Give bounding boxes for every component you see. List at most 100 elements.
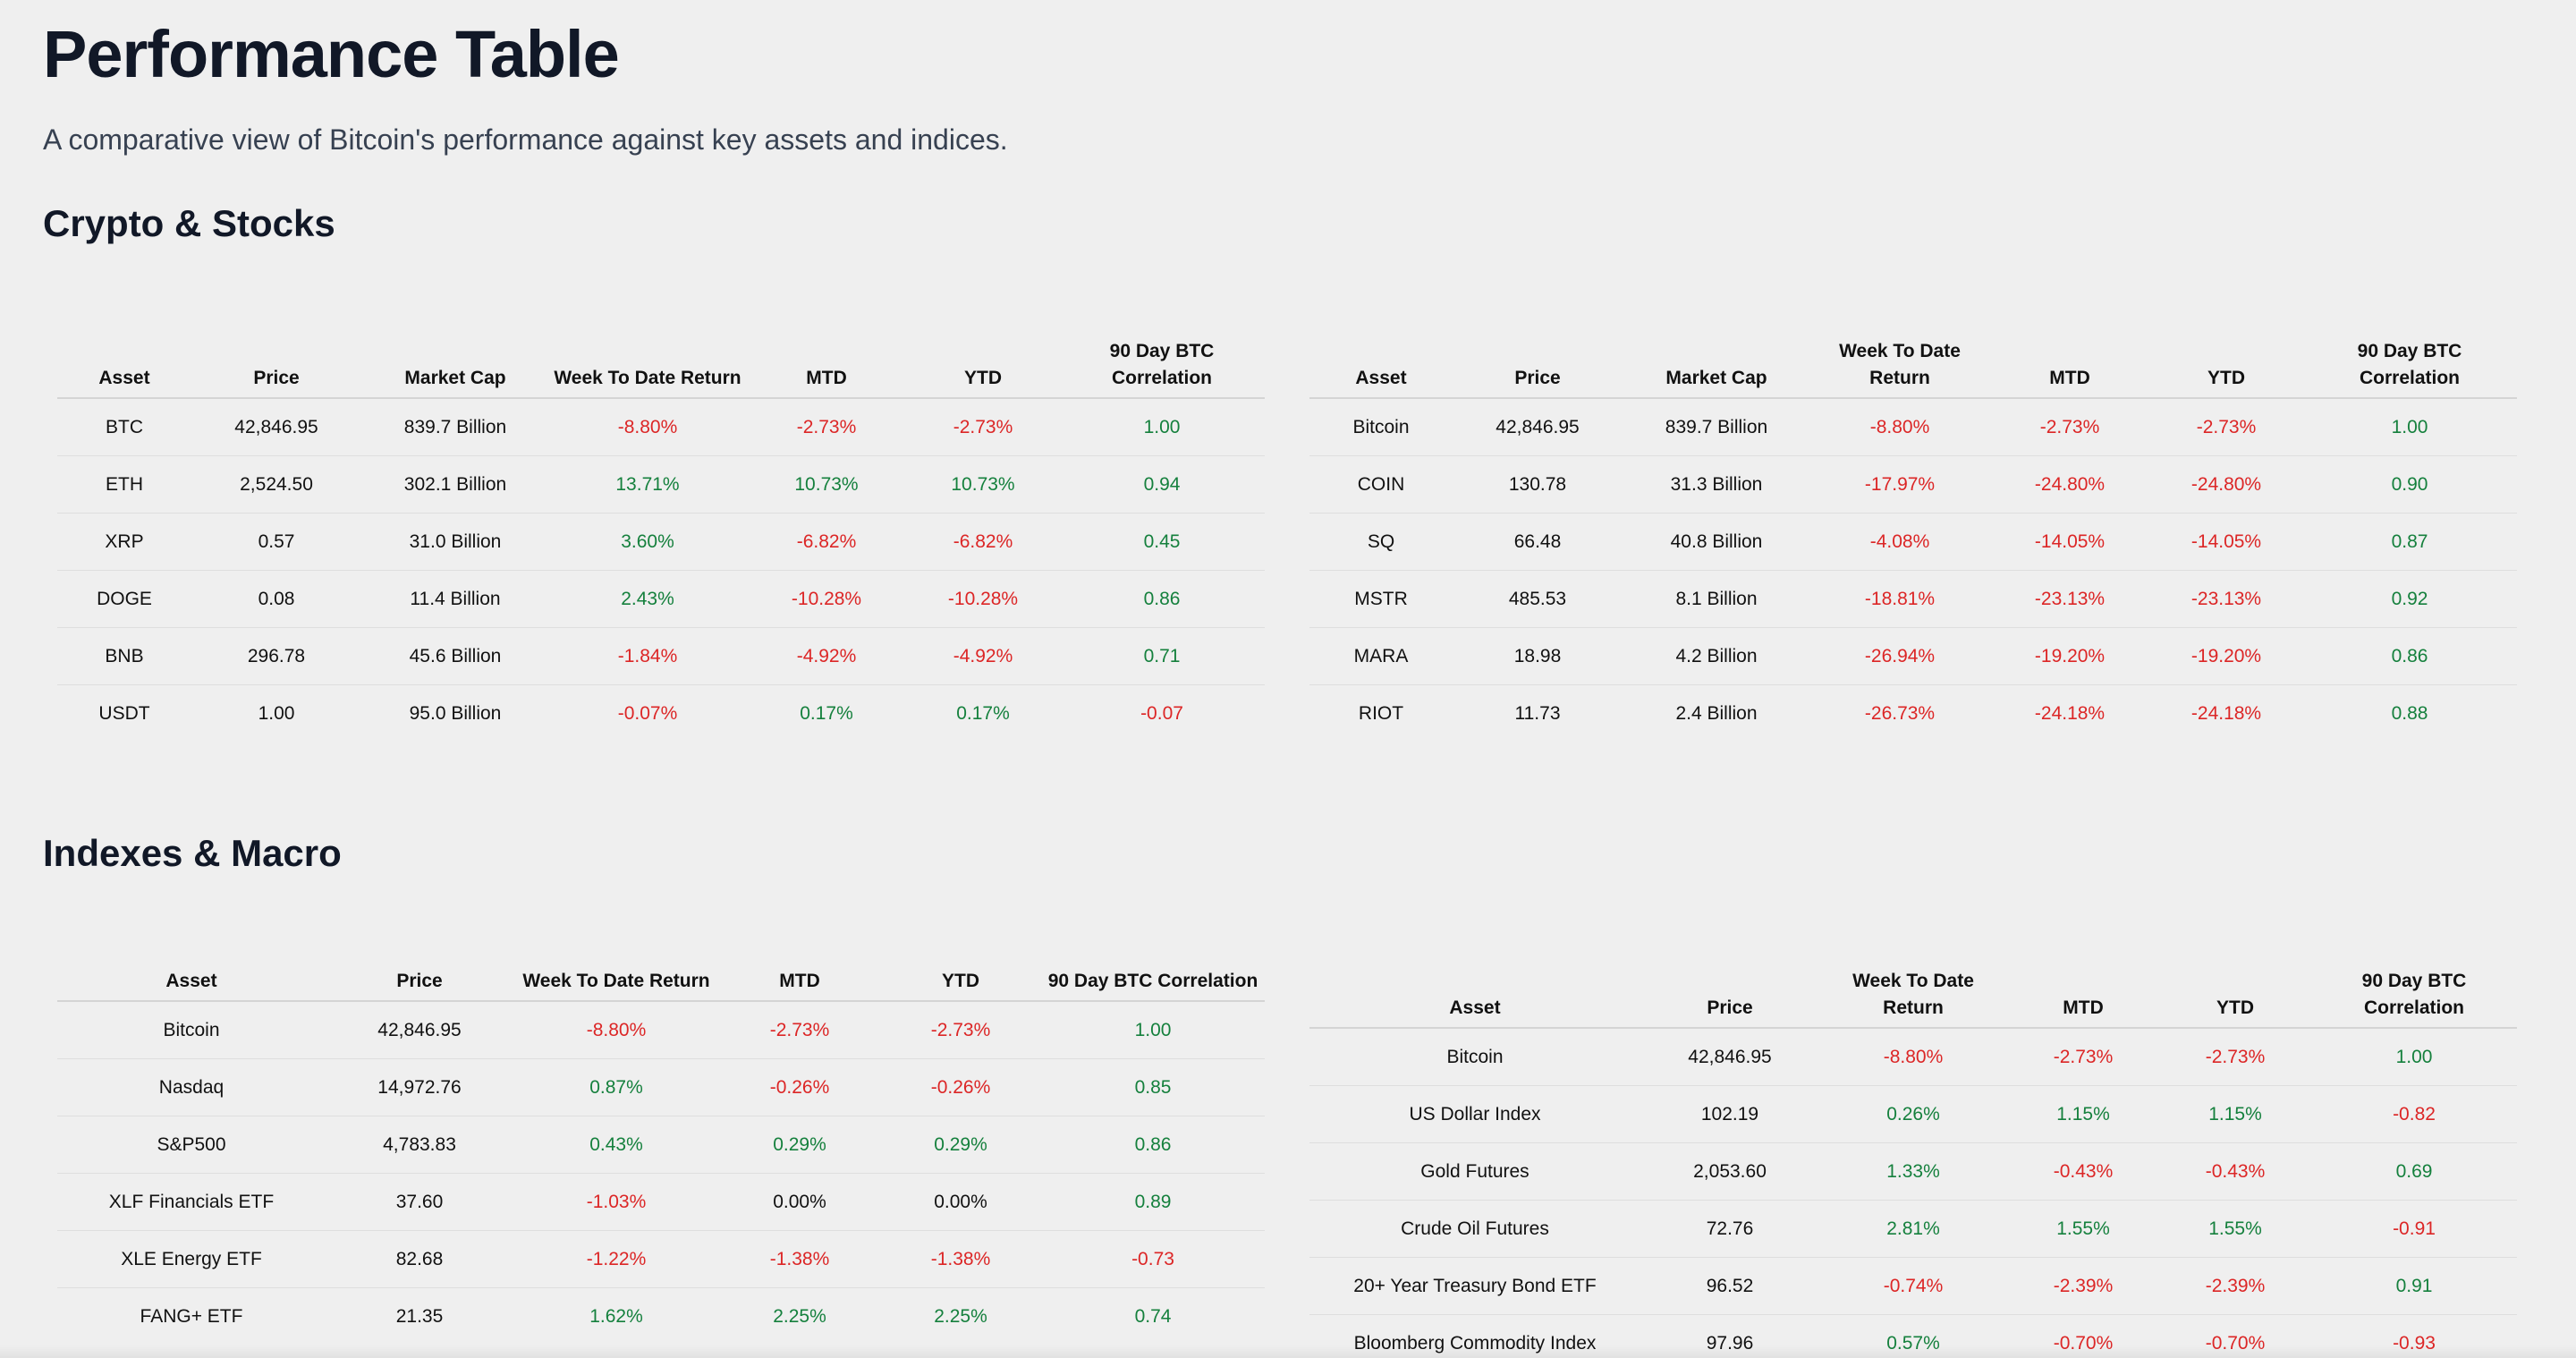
cell-90-day-btc-correlation: 0.89 <box>1041 1173 1265 1231</box>
cell-price: 42,846.95 <box>326 1001 513 1059</box>
cell-mtd: -0.70% <box>2053 1332 2114 1354</box>
cell-week-to-date-return: 3.60% <box>549 513 746 571</box>
page-title: Performance Table <box>43 17 620 91</box>
cell-90-day-btc-correlation: 0.86 <box>1059 570 1265 628</box>
cell-price: 42,846.95 <box>191 398 361 456</box>
cell-week-to-date-return: -8.80% <box>1819 1028 2007 1086</box>
cell-ytd: -2.39% <box>2159 1257 2311 1315</box>
column-header-mtd: MTD <box>746 338 907 399</box>
cell-asset: Nasdaq <box>57 1058 326 1116</box>
cell-ytd: -10.28% <box>907 570 1059 628</box>
cell-90-day-btc-correlation: -0.82 <box>2311 1085 2517 1143</box>
column-header-ytd: YTD <box>2159 968 2311 1029</box>
cell-market-cap: 839.7 Billion <box>361 398 549 456</box>
table-header-row: Asset Price Week To Date Return MTD YTD 90 Da… <box>57 968 1265 1002</box>
column-header-week-to-date-return: Week To Date Return <box>1810 338 1989 399</box>
cell-ytd: -4.92% <box>907 627 1059 685</box>
cell-price: 97.96 <box>1706 1332 1754 1354</box>
table-header-row: Asset Price Week To Date Return MTD YTD 90 Da… <box>1309 968 2517 1029</box>
column-header-asset: Asset <box>1309 338 1453 399</box>
cell-mtd: -2.73% <box>2007 1028 2159 1086</box>
table-row: Bloomberg Commodity Index 97.96 0.57% -0.70… <box>1309 1315 2517 1358</box>
cell-week-to-date-return: -17.97% <box>1810 455 1989 513</box>
column-header-ytd: YTD <box>907 338 1059 399</box>
column-header-week-to-date-return: Week To Date Return <box>1819 968 2007 1029</box>
cell-price: 96.52 <box>1640 1257 1819 1315</box>
cell-ytd: -2.73% <box>907 398 1059 456</box>
column-header-ytd: YTD <box>880 968 1041 1002</box>
table-row: FANG+ ETF 21.35 1.62% 2.25% 2.25% 0.74 <box>57 1288 1265 1345</box>
table-row: ETH 2,524.50 302.1 Billion 13.71% 10.73% 10.7… <box>57 455 1265 513</box>
cell-90-day-btc-correlation: 1.00 <box>2302 398 2517 456</box>
column-header-price: Price <box>1640 968 1819 1029</box>
table-row: SQ 66.48 40.8 Billion -4.08% -14.05% -14.05% 0… <box>1309 513 2517 571</box>
cell-week-to-date-return: -26.73% <box>1864 702 1936 724</box>
cell-90-day-btc-correlation: 0.74 <box>1134 1305 1172 1327</box>
cell-90-day-btc-correlation: 0.45 <box>1059 513 1265 571</box>
cell-asset: US Dollar Index <box>1309 1085 1640 1143</box>
cell-mtd: -2.39% <box>2007 1257 2159 1315</box>
table-row: MARA 18.98 4.2 Billion -26.94% -19.20% -19.20… <box>1309 627 2517 685</box>
cell-90-day-btc-correlation: 0.90 <box>2302 455 2517 513</box>
column-header-price: Price <box>326 968 513 1002</box>
cell-price: 2,053.60 <box>1640 1142 1819 1201</box>
cell-90-day-btc-correlation: -0.73 <box>1041 1230 1265 1288</box>
performance-table: Asset Price Market Cap Week To Date Return M… <box>1309 338 2517 742</box>
column-header-price: Price <box>1453 338 1623 399</box>
table-row: S&P500 4,783.83 0.43% 0.29% 0.29% 0.86 <box>57 1116 1265 1174</box>
cell-ytd: -24.80% <box>2150 455 2302 513</box>
cell-90-day-btc-correlation: 0.86 <box>1041 1116 1265 1174</box>
table-row: XLF Financials ETF 37.60 -1.03% 0.00% 0.00% 0… <box>57 1173 1265 1231</box>
table-row: COIN 130.78 31.3 Billion -17.97% -24.80% -24.… <box>1309 455 2517 513</box>
cell-price: 296.78 <box>191 627 361 685</box>
table-row: XRP 0.57 31.0 Billion 3.60% -6.82% -6.82% 0.45 <box>57 513 1265 571</box>
cell-week-to-date-return: 2.43% <box>549 570 746 628</box>
cell-mtd: -23.13% <box>1989 570 2150 628</box>
cell-90-day-btc-correlation: 0.86 <box>2302 627 2517 685</box>
table-row: US Dollar Index 102.19 0.26% 1.15% 1.15% -0.8… <box>1309 1085 2517 1143</box>
cell-week-to-date-return: -0.07% <box>617 702 678 724</box>
cell-asset: Bitcoin <box>1309 1028 1640 1086</box>
table-row: Bitcoin 42,846.95 -8.80% -2.73% -2.73% 1.00 <box>1309 1028 2517 1086</box>
cell-mtd: -0.26% <box>719 1058 880 1116</box>
cell-price: 11.73 <box>1514 702 1561 724</box>
cell-90-day-btc-correlation: -0.93 <box>2393 1332 2436 1354</box>
cell-asset: XRP <box>57 513 191 571</box>
cell-asset: 20+ Year Treasury Bond ETF <box>1309 1257 1640 1315</box>
cell-mtd: -2.73% <box>1989 398 2150 456</box>
cell-ytd: -24.18% <box>2190 702 2262 724</box>
cell-asset: BNB <box>57 627 191 685</box>
cell-price: 4,783.83 <box>326 1116 513 1174</box>
column-header-90-day-btc-correlation: 90 Day BTC Correlation <box>2302 338 2517 399</box>
cell-week-to-date-return: -1.84% <box>549 627 746 685</box>
cell-price: 72.76 <box>1640 1200 1819 1258</box>
cell-market-cap: 31.0 Billion <box>361 513 549 571</box>
cell-price: 42,846.95 <box>1640 1028 1819 1086</box>
cell-ytd: -0.43% <box>2159 1142 2311 1201</box>
cell-price: 82.68 <box>326 1230 513 1288</box>
column-header-price: Price <box>191 338 361 399</box>
cell-week-to-date-return: 13.71% <box>549 455 746 513</box>
cell-price: 485.53 <box>1453 570 1623 628</box>
cell-90-day-btc-correlation: 0.91 <box>2311 1257 2517 1315</box>
cell-ytd: -2.73% <box>2159 1028 2311 1086</box>
cell-mtd: -6.82% <box>746 513 907 571</box>
column-header-90-day-btc-correlation: 90 Day BTC Correlation <box>2311 968 2517 1029</box>
table-row: Gold Futures 2,053.60 1.33% -0.43% -0.43% 0.6… <box>1309 1142 2517 1201</box>
cell-asset: RIOT <box>1358 702 1404 724</box>
cell-asset: Bitcoin <box>1309 398 1453 456</box>
cell-asset: BTC <box>57 398 191 456</box>
cell-price: 102.19 <box>1640 1085 1819 1143</box>
macro-table: Asset Price Week To Date Return MTD YTD 90 Da… <box>1309 968 2517 1358</box>
cell-week-to-date-return: -8.80% <box>513 1001 719 1059</box>
cell-ytd: -23.13% <box>2150 570 2302 628</box>
cell-price: 14,972.76 <box>326 1058 513 1116</box>
section-title-indexes-macro: Indexes & Macro <box>43 832 342 874</box>
cell-asset: S&P500 <box>57 1116 326 1174</box>
cell-ytd: 1.15% <box>2159 1085 2311 1143</box>
column-header-week-to-date-return: Week To Date Return <box>549 338 746 399</box>
column-header-market-cap: Market Cap <box>361 338 549 399</box>
table-row: XLE Energy ETF 82.68 -1.22% -1.38% -1.38% -0.… <box>57 1230 1265 1288</box>
cell-week-to-date-return: -18.81% <box>1810 570 1989 628</box>
column-header-90-day-btc-correlation: 90 Day BTC Correlation <box>1059 338 1265 399</box>
